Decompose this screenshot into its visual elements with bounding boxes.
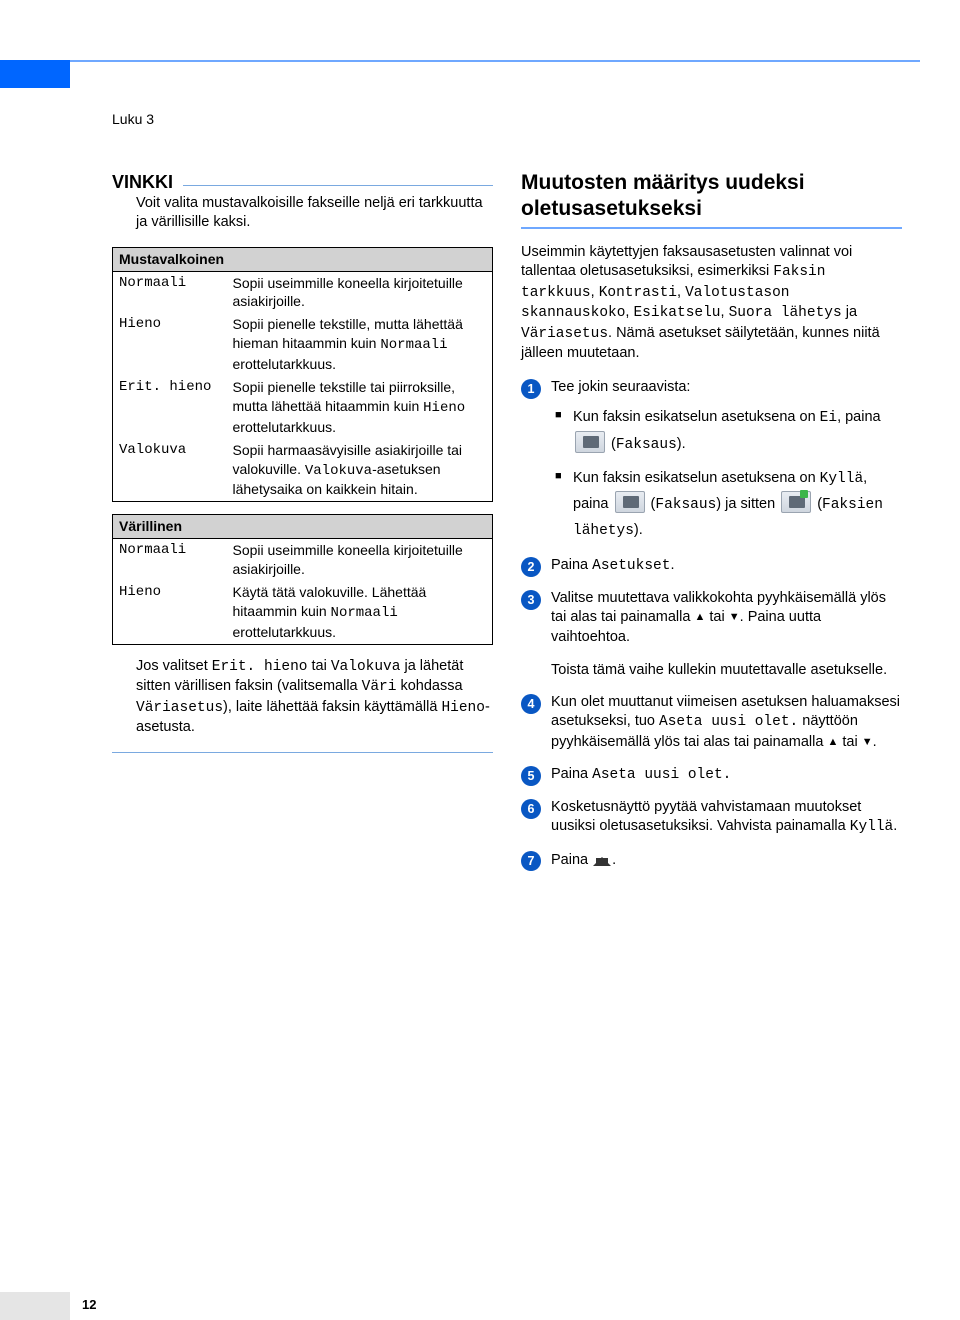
table-row: Valokuva Sopii harmaasävyisille asiakirj… [113,439,493,502]
right-column: Muutosten määritys uudeksi oletusasetuks… [521,170,902,883]
up-triangle-icon: ▲ [827,735,838,750]
step-2: 2 Paina Asetukset. [521,556,902,577]
step-5: 5 Paina Aseta uusi olet. [521,765,902,786]
down-triangle-icon: ▼ [862,735,873,750]
home-icon [593,850,611,866]
header-accent [0,60,70,88]
table-row: Normaali Sopii useimmille koneella kirjo… [113,271,493,313]
step-7: 7 Paina . [521,850,902,871]
section-title: Muutosten määritys uudeksi oletusasetuks… [521,170,902,223]
down-triangle-icon: ▼ [729,610,740,625]
step-1a: ■ Kun faksin esikatselun asetuksena on E… [555,405,902,457]
step-number: 5 [521,766,541,786]
step-number: 4 [521,694,541,714]
vinkki-end-rule [112,752,493,753]
step-number: 7 [521,851,541,871]
step-number: 6 [521,799,541,819]
step-3: 3 Valitse muutettava valikkokohta pyyhkä… [521,589,902,681]
table-row: Erit. hieno Sopii pienelle tekstille tai… [113,376,493,439]
vinkki-block: VINKKI Voit valita mustavalkoisille faks… [112,170,493,753]
note-paragraph: Jos valitset Erit. hieno tai Valokuva ja… [112,657,493,738]
step-number: 3 [521,590,541,610]
page-number: 12 [82,1296,96,1314]
table-row: Hieno Sopii pienelle tekstille, mutta lä… [113,313,493,376]
step-1b: ■ Kun faksin esikatselun asetuksena on K… [555,466,902,544]
up-triangle-icon: ▲ [694,610,705,625]
bullet-icon: ■ [555,466,565,544]
step-4: 4 Kun olet muuttanut viimeisen asetuksen… [521,693,902,753]
footer-accent [0,1292,70,1320]
left-column: VINKKI Voit valita mustavalkoisille faks… [112,170,493,883]
table-row: Normaali Sopii useimmille koneella kirjo… [113,539,493,581]
step-6: 6 Kosketusnäyttö pyytää vahvistamaan muu… [521,798,902,838]
bullet-icon: ■ [555,405,565,457]
table-col-header: Värillinen [113,515,493,539]
chapter-label: Luku 3 [112,110,154,129]
step-number: 1 [521,379,541,399]
intro-paragraph: Useimmin käytettyjen faksausasetusten va… [521,243,902,364]
fax-icon [575,431,605,453]
step-number: 2 [521,557,541,577]
table-bw-header: Mustavalkoinen [113,247,493,271]
step-1: 1 Tee jokin seuraavista: ■ Kun faksin es… [521,378,902,544]
vinkki-title: VINKKI [112,170,183,194]
content-area: VINKKI Voit valita mustavalkoisille faks… [112,170,902,883]
table-varillinen: Värillinen Normaali Sopii useimmille kon… [112,514,493,644]
table-mustavalkoinen: Mustavalkoinen Normaali Sopii useimmille… [112,247,493,503]
fax-icon [615,491,645,513]
table-row: Hieno Käytä tätä valokuville. Lähettää h… [113,581,493,644]
header-rule [70,60,920,62]
fax-send-icon [781,491,811,513]
vinkki-intro: Voit valita mustavalkoisille fakseille n… [112,194,493,233]
section-rule [521,227,902,229]
